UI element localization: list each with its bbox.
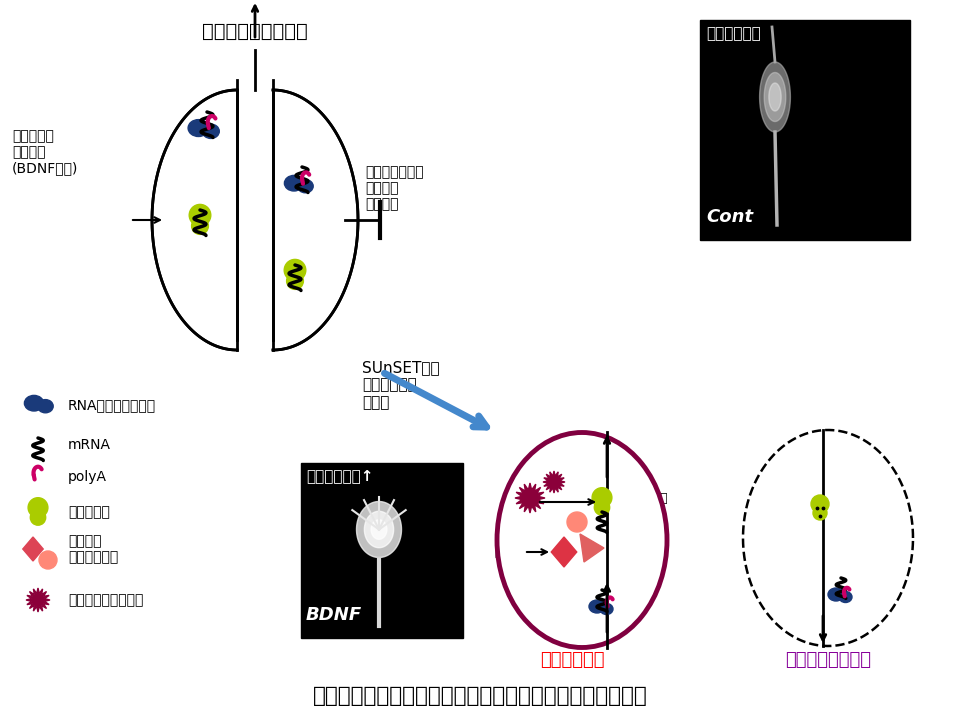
Circle shape xyxy=(594,500,610,516)
Polygon shape xyxy=(372,520,387,539)
Text: BDNF: BDNF xyxy=(306,606,362,624)
Text: RNA結合タンパク質: RNA結合タンパク質 xyxy=(68,398,156,412)
Polygon shape xyxy=(273,90,358,350)
Circle shape xyxy=(284,259,306,281)
Ellipse shape xyxy=(839,592,852,603)
Polygon shape xyxy=(580,534,604,562)
Ellipse shape xyxy=(600,603,613,614)
Text: 活性化: 活性化 xyxy=(494,546,518,559)
Text: 翻訳因子
翻訳調節因子: 翻訳因子 翻訳調節因子 xyxy=(68,534,118,564)
Text: 無刺激あるいは
翻訳抑制
シグナル: 無刺激あるいは 翻訳抑制 シグナル xyxy=(365,165,423,211)
Text: 樹状突起や成長円錐での刺激に応答した局所的蛋白質合成: 樹状突起や成長円錐での刺激に応答した局所的蛋白質合成 xyxy=(313,686,647,706)
Circle shape xyxy=(189,204,211,226)
Text: リボソーム: リボソーム xyxy=(68,505,109,519)
Polygon shape xyxy=(543,471,565,493)
Bar xyxy=(700,20,910,240)
Text: 新規合成タンパク質: 新規合成タンパク質 xyxy=(68,593,143,607)
Ellipse shape xyxy=(497,433,667,647)
Text: Cont: Cont xyxy=(706,208,754,226)
Ellipse shape xyxy=(828,588,844,601)
Ellipse shape xyxy=(589,600,605,613)
Circle shape xyxy=(813,506,827,520)
Polygon shape xyxy=(26,588,50,612)
Ellipse shape xyxy=(298,179,313,193)
Circle shape xyxy=(567,512,587,532)
Text: 翻訳活性化
シグナル
(BDNFなど): 翻訳活性化 シグナル (BDNFなど) xyxy=(12,129,79,175)
Polygon shape xyxy=(769,83,781,111)
Text: シナプス機能低下: シナプス機能低下 xyxy=(785,651,871,669)
Circle shape xyxy=(592,487,612,508)
Polygon shape xyxy=(759,62,790,132)
Ellipse shape xyxy=(203,124,219,138)
Polygon shape xyxy=(365,511,394,548)
Text: mRNA: mRNA xyxy=(68,438,111,452)
Ellipse shape xyxy=(24,395,43,411)
Ellipse shape xyxy=(284,176,303,191)
Polygon shape xyxy=(152,90,237,350)
Text: SUnSET法に
よる蛋白合成
可視化: SUnSET法に よる蛋白合成 可視化 xyxy=(362,360,440,410)
Circle shape xyxy=(192,217,208,235)
Polygon shape xyxy=(764,73,786,122)
Polygon shape xyxy=(356,502,401,557)
Text: 成長円錐: 成長円錐 xyxy=(787,32,824,47)
Polygon shape xyxy=(23,537,43,561)
Text: 新規タンパク質
合成: 新規タンパク質 合成 xyxy=(615,492,667,520)
Circle shape xyxy=(287,273,303,289)
Text: polyA: polyA xyxy=(68,470,107,484)
Text: 樹状突起と成長円錐: 樹状突起と成長円錐 xyxy=(203,22,308,41)
Polygon shape xyxy=(515,483,545,513)
Polygon shape xyxy=(551,537,577,567)
Ellipse shape xyxy=(188,120,209,137)
Circle shape xyxy=(39,551,57,569)
Circle shape xyxy=(811,495,829,513)
Ellipse shape xyxy=(37,400,53,413)
Circle shape xyxy=(31,510,46,525)
Text: タンパク合成: タンパク合成 xyxy=(706,26,760,41)
Text: タンパク合成↑: タンパク合成↑ xyxy=(306,469,373,484)
Bar xyxy=(301,463,463,638)
Circle shape xyxy=(28,498,48,518)
Text: シナプス強化: シナプス強化 xyxy=(540,651,604,669)
